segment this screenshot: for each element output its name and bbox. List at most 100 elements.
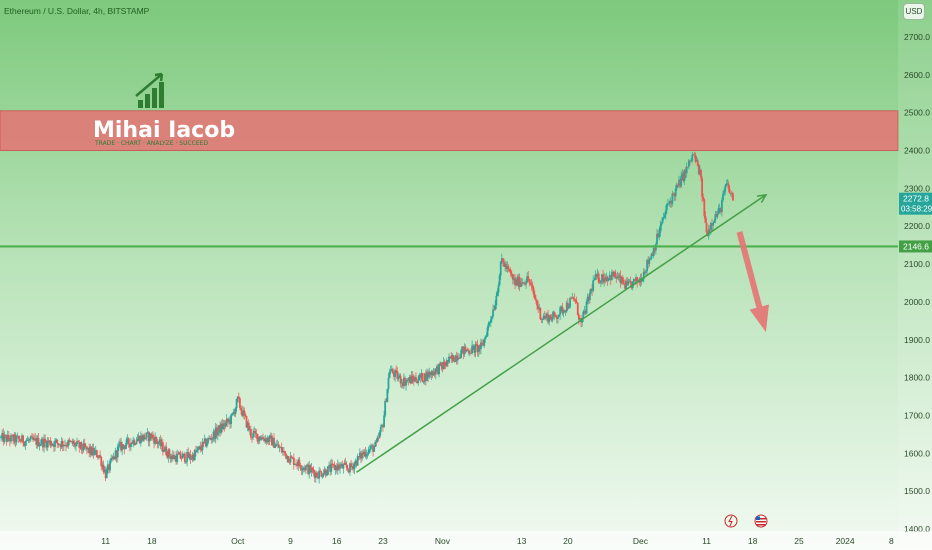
candle (320, 470, 323, 478)
currency-button[interactable]: USD (903, 3, 925, 20)
candle (349, 462, 351, 476)
candle (582, 309, 585, 323)
time-axis[interactable] (0, 531, 932, 550)
candle (332, 463, 335, 468)
candle (267, 436, 270, 445)
candle-body (434, 368, 437, 375)
candle (290, 455, 293, 459)
candle (662, 212, 665, 221)
candle (455, 351, 458, 365)
candle (307, 462, 310, 476)
candle-body (460, 350, 463, 358)
candle-body (165, 446, 168, 456)
candle-body (401, 382, 404, 387)
candle (473, 345, 476, 357)
candle (700, 168, 702, 182)
candle (719, 207, 722, 215)
candle (389, 365, 392, 374)
candle (694, 152, 697, 164)
candle-body (103, 469, 106, 472)
candle (362, 449, 365, 459)
candle-body (466, 349, 469, 351)
candle (380, 423, 383, 428)
candle-body (459, 357, 461, 359)
candle (218, 425, 220, 436)
candle (496, 288, 499, 297)
candle-body (539, 307, 542, 320)
y-tick-label: 1900.0 (904, 335, 930, 345)
candle-body (620, 277, 623, 284)
candle-body (230, 414, 233, 425)
candle (571, 292, 574, 299)
candle (187, 447, 190, 459)
candle (104, 466, 107, 482)
candle-body (44, 438, 47, 442)
candle (137, 432, 140, 442)
candle-body (390, 368, 393, 371)
candle-body (316, 472, 318, 477)
candle (75, 442, 77, 452)
candle-body (345, 464, 348, 468)
candle (527, 270, 530, 281)
candle (472, 343, 475, 350)
candle-body (464, 346, 467, 352)
candle (591, 284, 593, 296)
trendline[interactable] (356, 194, 767, 473)
us-flag-event-icon[interactable] (754, 514, 768, 528)
candle (21, 433, 23, 442)
candle (531, 281, 534, 293)
candle-body (475, 344, 478, 345)
candle-body (574, 299, 577, 302)
candle-body (508, 269, 511, 272)
candle (176, 449, 179, 465)
candle-body (142, 434, 144, 441)
forecast-arrow[interactable] (736, 231, 769, 333)
candle-body (121, 444, 124, 451)
candle-body (62, 445, 65, 447)
candle (649, 257, 652, 260)
candle (318, 467, 321, 484)
candle (685, 162, 688, 178)
last-price-tag (899, 192, 932, 215)
candle-body (661, 217, 664, 224)
x-tick-label: 25 (794, 536, 804, 546)
candle-body (437, 366, 439, 375)
candle-body (680, 175, 683, 187)
candle (450, 352, 453, 364)
candle-body (697, 165, 700, 175)
candle-body (286, 456, 289, 459)
candle-body (675, 184, 678, 189)
x-tick-label: 16 (332, 536, 342, 546)
candle-body (363, 451, 366, 455)
candle (383, 410, 385, 428)
candle (595, 273, 598, 280)
candle (29, 435, 32, 443)
candle (288, 459, 291, 465)
candle (66, 442, 69, 448)
candle-body (39, 444, 42, 445)
candle (553, 311, 556, 320)
candle (86, 446, 88, 455)
candle-body (559, 307, 562, 315)
candle-body (273, 437, 275, 448)
candle-body (106, 464, 109, 469)
candle (572, 296, 575, 302)
candle (215, 424, 218, 438)
candle-body (351, 466, 354, 467)
candle-body (72, 442, 75, 444)
candle (204, 437, 207, 448)
price-axis[interactable] (898, 0, 932, 550)
candle-body (263, 438, 266, 442)
candle (272, 437, 274, 447)
candle (92, 443, 95, 459)
candle (406, 377, 409, 383)
candle (384, 398, 387, 418)
candle (475, 341, 478, 346)
lightning-event-icon[interactable] (724, 514, 738, 528)
candle (429, 371, 432, 378)
candle (680, 171, 683, 188)
candle (428, 367, 431, 379)
candle-body (385, 400, 388, 402)
candle-body (712, 222, 715, 226)
